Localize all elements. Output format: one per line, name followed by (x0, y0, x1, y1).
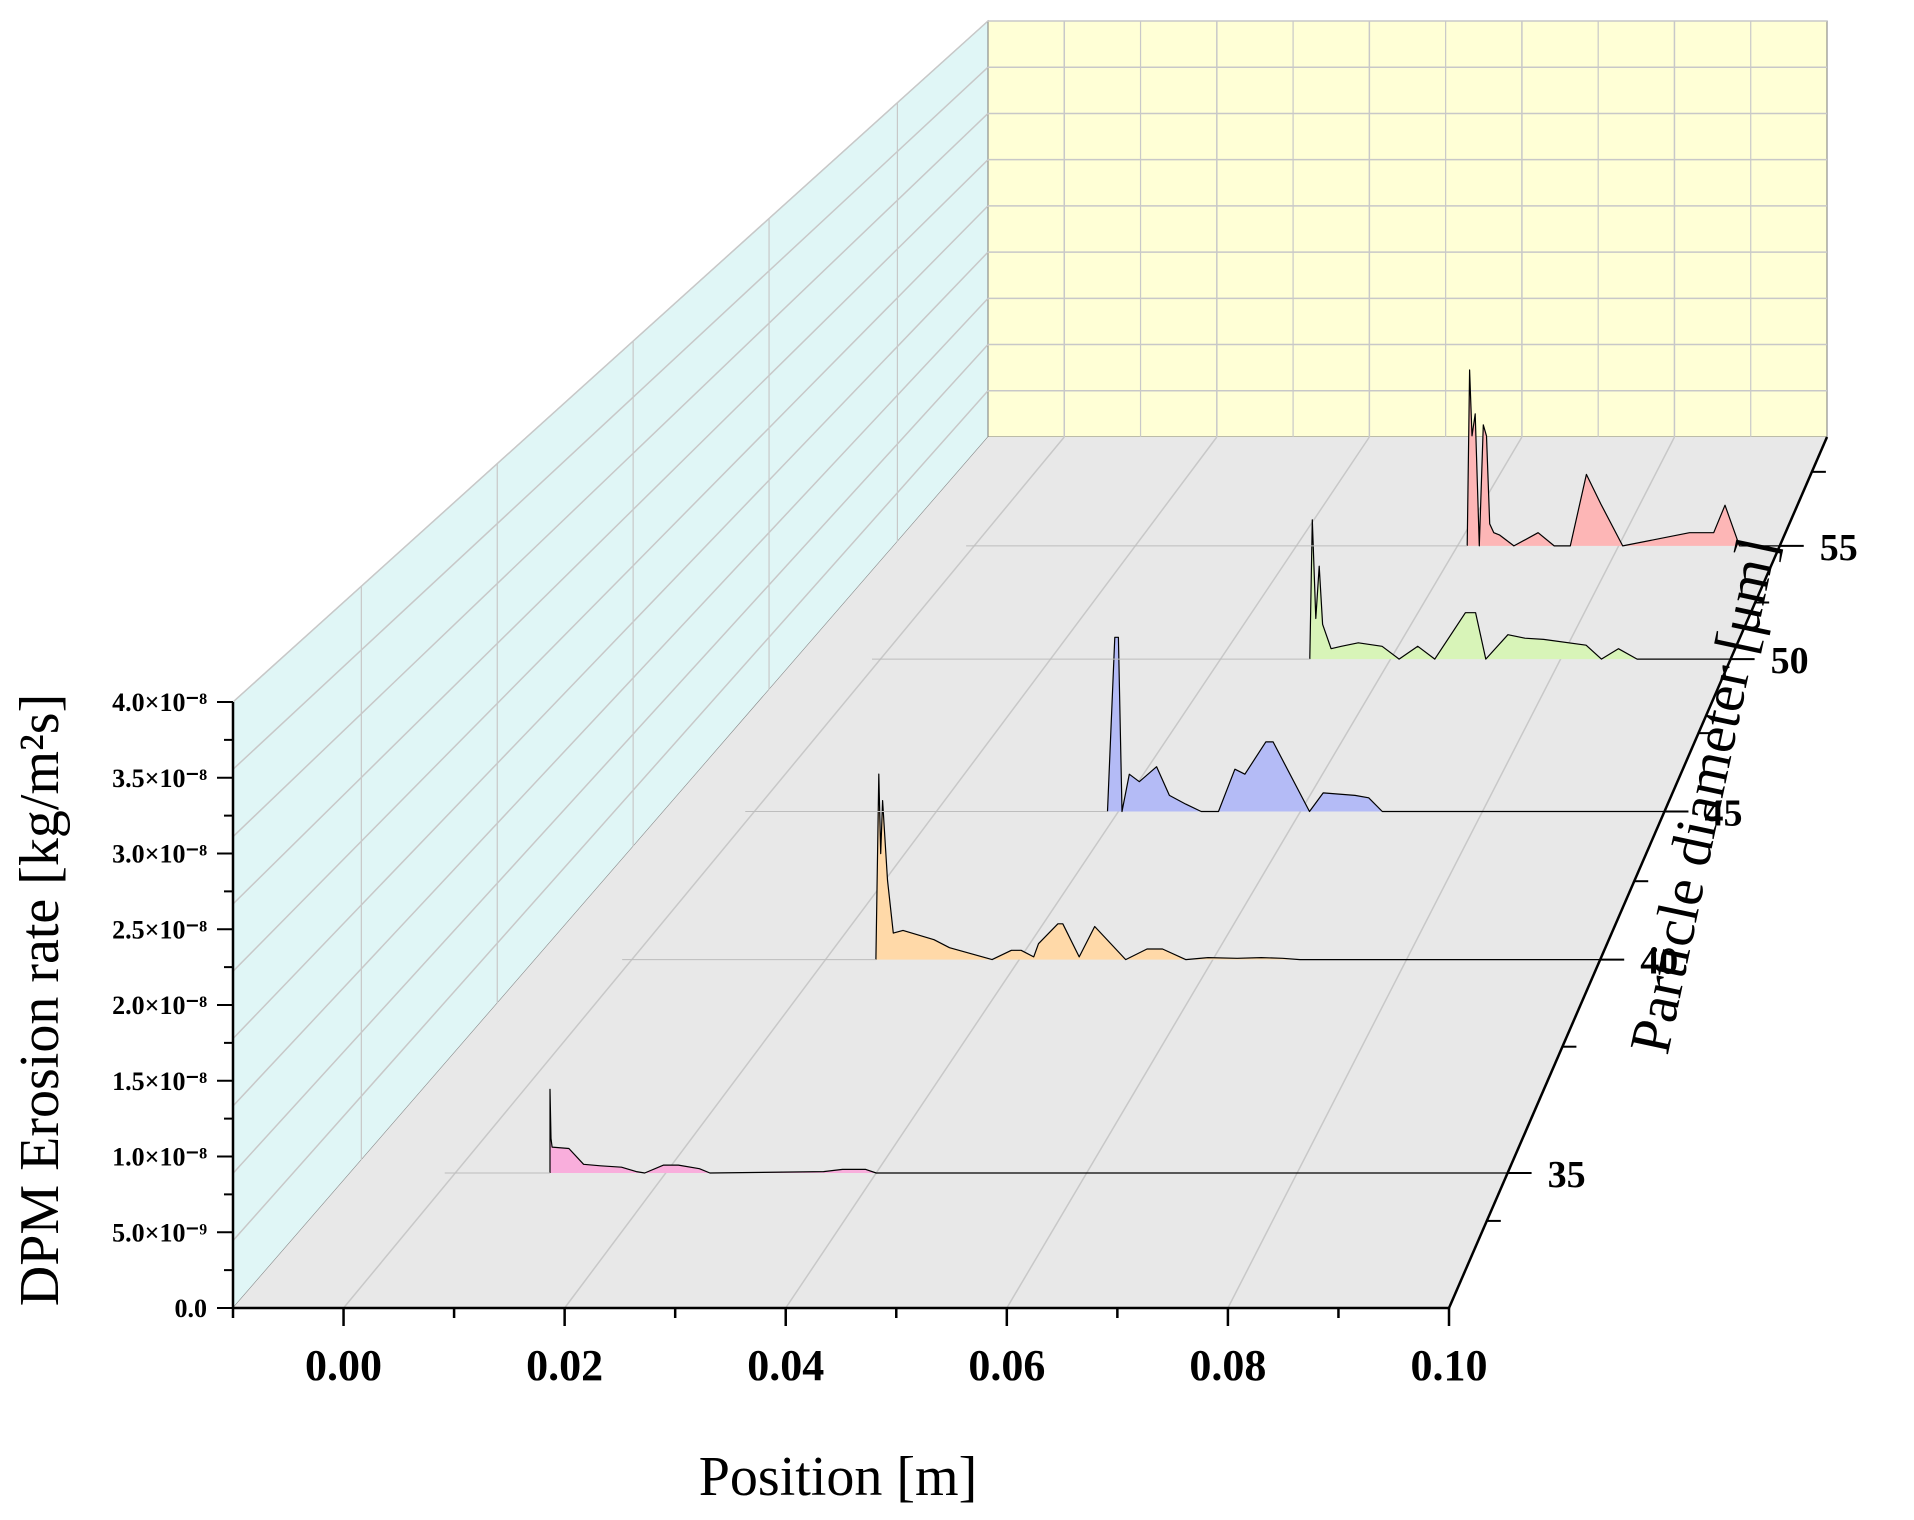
side-grid-y (232, 251, 989, 1040)
z-tick-label: 45 (1704, 793, 1742, 835)
y-tick-label: 2.0×10⁻⁸ (112, 991, 207, 1020)
y-tick-label: 1.5×10⁻⁸ (112, 1067, 207, 1096)
y-tick-label: 3.5×10⁻⁸ (112, 764, 207, 793)
x-tick-label: 0.02 (526, 1341, 603, 1390)
z-tick-label: 40 (1640, 941, 1678, 983)
series-line-50 (1309, 519, 1731, 660)
z-tick-label: 35 (1548, 1154, 1586, 1196)
floor-grid-x (1006, 436, 1523, 1309)
y-tick-label: 1.0×10⁻⁸ (112, 1143, 207, 1172)
z-axis-line (1447, 436, 1829, 1309)
floor-grid-x (1227, 436, 1676, 1309)
y-tick-label: 0.0 (175, 1294, 208, 1323)
y-tick-label: 2.5×10⁻⁸ (112, 915, 207, 944)
side-grid-y (232, 66, 989, 770)
side-grid-y (232, 159, 989, 905)
floor-grid-x (342, 436, 1065, 1309)
y-tick-label: 4.0×10⁻⁸ (112, 688, 207, 717)
series-line-35 (549, 1088, 1508, 1174)
x-tick-label: 0.08 (1189, 1341, 1266, 1390)
side-grid-y (232, 390, 989, 1242)
x-axis-title: Position [m] (699, 1446, 977, 1508)
side-grid-y (232, 205, 989, 972)
chart-series (444, 369, 1780, 1174)
chart-axes: 0.00 0.02 0.04 0.06 0.08 0.10 0.0 5.0×10⁻⁹ 1.0×1… (112, 436, 1858, 1390)
x-tick-label: 0.00 (305, 1341, 382, 1390)
series-line-55 (1466, 369, 1780, 547)
y-axis-title: DPM Erosion rate [kg/m²s] (9, 694, 71, 1307)
side-grid-y (232, 20, 989, 703)
x-tick-label: 0.06 (968, 1341, 1045, 1390)
side-grid-y (232, 112, 989, 838)
floor-grid-x (564, 436, 1218, 1309)
series-fill-45 (1107, 637, 1665, 812)
side-grid-y (232, 297, 989, 1107)
y-tick-label: 5.0×10⁻⁹ (112, 1218, 207, 1247)
series-fill-50 (1309, 519, 1731, 660)
floor-grid-x (785, 436, 1370, 1309)
back-wall (987, 20, 1828, 438)
side-grid-y (232, 344, 989, 1174)
z-tick-label: 55 (1820, 527, 1858, 569)
series-line-45 (1106, 636, 1665, 813)
z-tick-label: 50 (1771, 640, 1809, 682)
y-tick-label: 3.0×10⁻⁸ (112, 840, 207, 869)
chart-grid (232, 20, 1827, 1309)
x-tick-label: 0.04 (747, 1341, 824, 1390)
chart-walls (232, 19, 1828, 1310)
x-tick-label: 0.10 (1411, 1341, 1488, 1390)
series-line-40 (875, 773, 1601, 961)
